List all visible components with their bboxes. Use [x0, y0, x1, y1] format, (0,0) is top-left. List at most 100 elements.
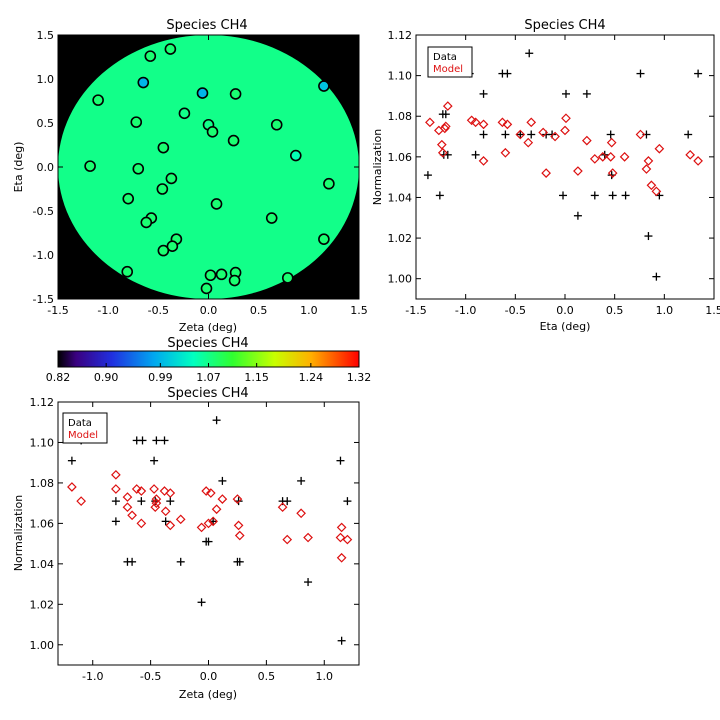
- zeta-plot-data-point: [304, 578, 313, 587]
- map-x-tick-label: -0.5: [148, 304, 169, 317]
- eta-plot-data-point: [621, 191, 630, 200]
- zeta-plot-model-point: [282, 534, 293, 545]
- colorbar: Species CH4 0.82 0.90 0.99 1.07 1.15 1.24 1.32: [46, 336, 372, 384]
- eta-plot-model-point: [436, 139, 447, 150]
- zeta-plot-y-tick-label: 1.00: [30, 639, 55, 652]
- eta-plot-data-point: [479, 89, 488, 98]
- zeta-plot-x-tick-label: -1.0: [82, 670, 103, 683]
- map-station-marker: [164, 43, 177, 55]
- map-station-marker: [318, 233, 330, 245]
- eta-plot-model-point: [550, 131, 560, 142]
- eta-plot-marks: -1.5 -1.0 -0.5 0.0 0.5 1.0 1.5 1.00 1.02 1.04 1.06…: [388, 29, 720, 317]
- map-station-marker: [130, 116, 143, 128]
- zeta-plot-data-point: [283, 497, 292, 506]
- eta-plot-title: Species CH4: [524, 18, 605, 33]
- zeta-plot-data-point: [218, 476, 227, 485]
- eta-plot-model-point: [497, 117, 508, 128]
- eta-plot-y-label: Normalization: [371, 129, 384, 205]
- map-y-ticks: -1.5 -1.0 -0.5 0.0 0.5 1.0 1.5: [33, 29, 359, 306]
- colorbar-tick-label: 0.90: [94, 371, 119, 384]
- zeta-plot-model-point: [159, 486, 170, 496]
- eta-plot-x-tick-label: 0.0: [556, 304, 574, 317]
- zeta-plot-y-tick-label: 1.04: [30, 558, 55, 571]
- eta-plot-model-point: [643, 156, 654, 166]
- eta-plot-x-tick-label: -1.0: [455, 304, 476, 317]
- eta-plot-data-point: [636, 69, 645, 78]
- eta-plot-model-point: [560, 125, 570, 136]
- map-station-marker: [318, 80, 330, 92]
- zeta-plot-data-point: [111, 497, 120, 506]
- map-station-marker: [265, 212, 278, 224]
- zeta-plot-data-point: [138, 436, 147, 445]
- map-y-tick-label: -0.5: [33, 205, 54, 218]
- map-station-marker: [84, 160, 96, 172]
- zeta-plot-model-point: [151, 494, 162, 504]
- map-station-marker: [122, 192, 135, 205]
- zeta-plot-model-point: [136, 486, 147, 496]
- map-station-marker: [289, 149, 302, 162]
- map-station-marker: [165, 172, 178, 185]
- map-x-tick-label: -1.0: [97, 304, 118, 317]
- zeta-plot-marks: -1.0 -0.5 0.0 0.5 1.0 1.00 1.02 1.04 1.06 1.08 1.1…: [30, 396, 359, 683]
- eta-plot-model-point: [502, 119, 513, 130]
- zeta-plot-data-point: [128, 557, 137, 566]
- zeta-plot-data-point: [161, 517, 170, 526]
- eta-plot-model-point: [606, 137, 617, 148]
- eta-plot-model-point: [515, 129, 526, 140]
- map-y-tick-label: 1.5: [37, 29, 55, 42]
- zeta-plot-model-point: [217, 494, 228, 504]
- map-y-tick-label: -1.5: [33, 293, 54, 306]
- eta-plot-data-point: [471, 150, 480, 159]
- map-station-marker: [121, 265, 134, 278]
- eta-plot-y-tick-label: 1.08: [388, 110, 413, 123]
- zeta-plot-model-point: [111, 484, 121, 494]
- zeta-plot-model-point: [165, 520, 176, 531]
- legend-model-label: Model: [433, 64, 463, 75]
- eta-plot-model-point: [478, 119, 489, 130]
- zeta-plot-data-point: [204, 537, 213, 546]
- map-x-label: Zeta (deg): [179, 321, 237, 334]
- map-station-marker: [196, 87, 209, 99]
- zeta-plot-model-point: [232, 494, 243, 504]
- zeta-plot-model-point: [175, 514, 186, 525]
- eta-plot-data-point: [479, 130, 488, 139]
- legend-data-label: Data: [68, 418, 92, 429]
- zeta-plot-x-tick-label: 0.0: [200, 670, 218, 683]
- eta-plot-x-tick-label: 1.0: [656, 304, 674, 317]
- eta-plot-model-point: [470, 117, 481, 128]
- zeta-plot-model-point: [196, 522, 207, 533]
- map-station-marker: [200, 282, 213, 295]
- eta-plot-model-point: [597, 151, 608, 162]
- zeta-plot-data-point: [150, 456, 159, 465]
- colorbar-tick-label: 0.99: [148, 371, 173, 384]
- map-disk: [58, 35, 359, 299]
- zeta-plot-model-point: [233, 520, 244, 531]
- eta-normalization-panel: Species CH4 -1.5 -1.0 -0.5 0.0 0.5 1.0 1.5 1.00…: [371, 18, 720, 333]
- zeta-plot-data-point: [336, 456, 345, 465]
- legend-box: [62, 412, 108, 444]
- eta-plot-data-point: [652, 272, 661, 281]
- zeta-plot-title: Species CH4: [167, 386, 248, 401]
- eta-plot-data-point: [606, 130, 615, 139]
- map-y-tick-label: 0.0: [37, 161, 55, 174]
- zeta-plot-model-point: [203, 518, 214, 529]
- zeta-plot-model-point: [111, 469, 121, 480]
- eta-plot-model-point: [651, 186, 662, 197]
- eta-plot-model-point: [440, 121, 451, 132]
- eta-plot-model-point: [523, 137, 534, 148]
- zeta-plot-model-point: [277, 502, 288, 513]
- zeta-plot-data-point: [160, 436, 169, 445]
- eta-plot-x-tick-label: -1.5: [405, 304, 426, 317]
- zeta-plot-x-tick-label: 1.0: [316, 670, 334, 683]
- eta-plot-x-tick-label: 0.5: [606, 304, 624, 317]
- colorbar-tick-label: 1.24: [299, 371, 324, 384]
- colorbar-title: Species CH4: [167, 336, 248, 351]
- eta-plot-data-point: [559, 191, 568, 200]
- zeta-plot-data-point: [337, 636, 346, 645]
- map-station-marker: [156, 183, 169, 195]
- colorbar-tick-label: 1.07: [196, 371, 221, 384]
- eta-plot-y-tick-label: 1.10: [388, 70, 413, 83]
- map-station-marker: [206, 126, 219, 138]
- zeta-plot-data-point: [111, 517, 120, 526]
- eta-plot-model-point: [442, 101, 453, 111]
